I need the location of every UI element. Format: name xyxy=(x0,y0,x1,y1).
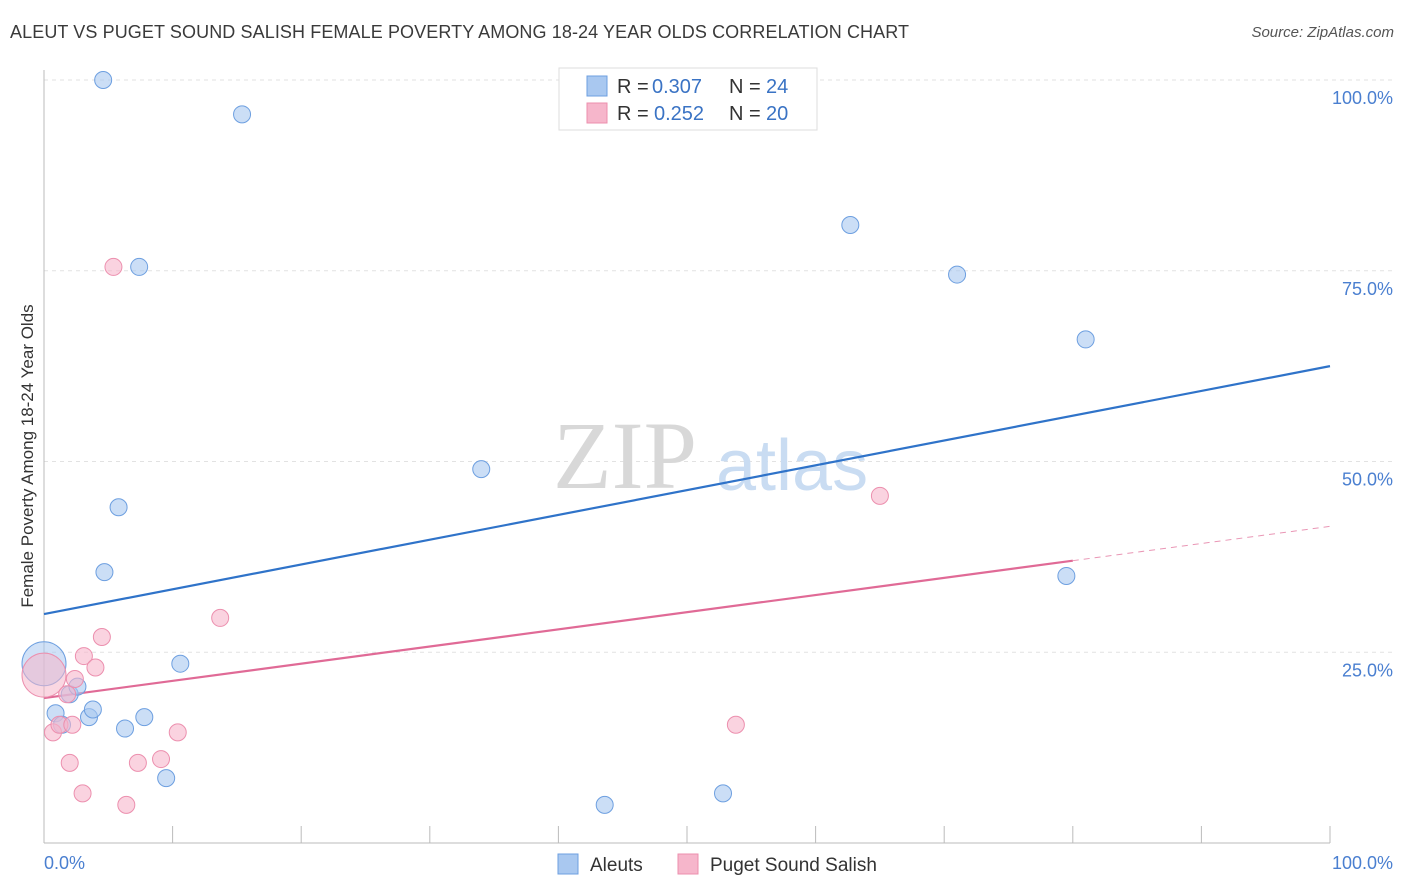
y-tick-label: 100.0% xyxy=(1332,88,1393,108)
aleuts-point xyxy=(130,257,149,276)
watermark-atlas: atlas xyxy=(716,426,868,506)
legend-n-label-salish: N = xyxy=(729,103,761,125)
watermark-zip: ZIP xyxy=(553,402,697,509)
trend-line-extension-salish xyxy=(1072,525,1331,562)
salish-point xyxy=(92,627,111,646)
salish-point xyxy=(21,652,67,698)
bottom-legend-label-salish: Puget Sound Salish xyxy=(710,855,877,876)
y-axis-title: Female Poverty Among 18-24 Year Olds xyxy=(18,304,37,607)
legend: R = 0.307 N = 24 R = 0.252 N = 20 xyxy=(558,67,818,131)
salish-point xyxy=(63,715,82,734)
legend-n-label-aleuts: N = xyxy=(729,76,761,98)
aleuts-point xyxy=(109,498,128,517)
salish-point xyxy=(104,257,123,276)
legend-swatch-aleuts xyxy=(586,75,608,97)
aleuts-point xyxy=(714,784,733,803)
salish-point xyxy=(870,486,889,505)
x-tick-label-min: 0.0% xyxy=(44,853,85,873)
bottom-legend-label-aleuts: Aleuts xyxy=(590,855,643,876)
aleuts-point xyxy=(948,265,967,284)
bottom-legend: Aleuts Puget Sound Salish xyxy=(557,853,877,876)
aleuts-point xyxy=(841,215,860,234)
legend-r-value-salish: 0.252 xyxy=(654,103,704,125)
legend-swatch-salish xyxy=(586,102,608,124)
trend-line-aleuts xyxy=(43,365,1331,616)
aleuts-point xyxy=(95,563,114,582)
x-tick-label-max: 100.0% xyxy=(1332,853,1393,873)
aleuts-point xyxy=(135,708,154,727)
legend-r-label-salish: R = xyxy=(617,103,649,125)
chart-title: ALEUT VS PUGET SOUND SALISH FEMALE POVER… xyxy=(10,22,910,42)
aleuts-point xyxy=(94,71,113,89)
salish-point xyxy=(65,669,84,688)
aleuts-point xyxy=(595,795,614,814)
salish-point xyxy=(152,750,171,769)
salish-point xyxy=(128,753,147,772)
salish-point xyxy=(726,715,745,734)
salish-point xyxy=(168,723,187,742)
y-tick-label: 75.0% xyxy=(1342,279,1393,299)
salish-point xyxy=(74,647,93,666)
salish-point xyxy=(86,658,105,677)
aleuts-point xyxy=(472,460,491,479)
salish-point xyxy=(60,753,79,772)
salish-point xyxy=(73,784,92,803)
salish-point xyxy=(211,608,230,627)
aleuts-point xyxy=(116,719,135,738)
y-tick-label: 25.0% xyxy=(1342,660,1393,680)
legend-n-value-salish: 20 xyxy=(766,103,788,125)
aleuts-point xyxy=(233,105,252,124)
y-tick-label: 50.0% xyxy=(1342,470,1393,490)
aleuts-point xyxy=(83,700,102,719)
aleuts-point xyxy=(1057,566,1076,585)
aleuts-point xyxy=(157,769,176,788)
aleuts-point xyxy=(171,654,190,673)
aleuts-point xyxy=(1076,330,1095,349)
salish-point xyxy=(58,685,77,704)
legend-r-value-aleuts: 0.307 xyxy=(652,76,702,98)
source-label: Source: ZipAtlas.com xyxy=(1251,24,1394,41)
bottom-legend-swatch-salish xyxy=(677,853,699,875)
bottom-legend-swatch-aleuts xyxy=(557,853,579,875)
legend-r-label-aleuts: R = xyxy=(617,76,649,98)
salish-point xyxy=(117,795,136,814)
trend-line-salish xyxy=(43,559,1073,700)
legend-n-value-aleuts: 24 xyxy=(766,76,788,98)
